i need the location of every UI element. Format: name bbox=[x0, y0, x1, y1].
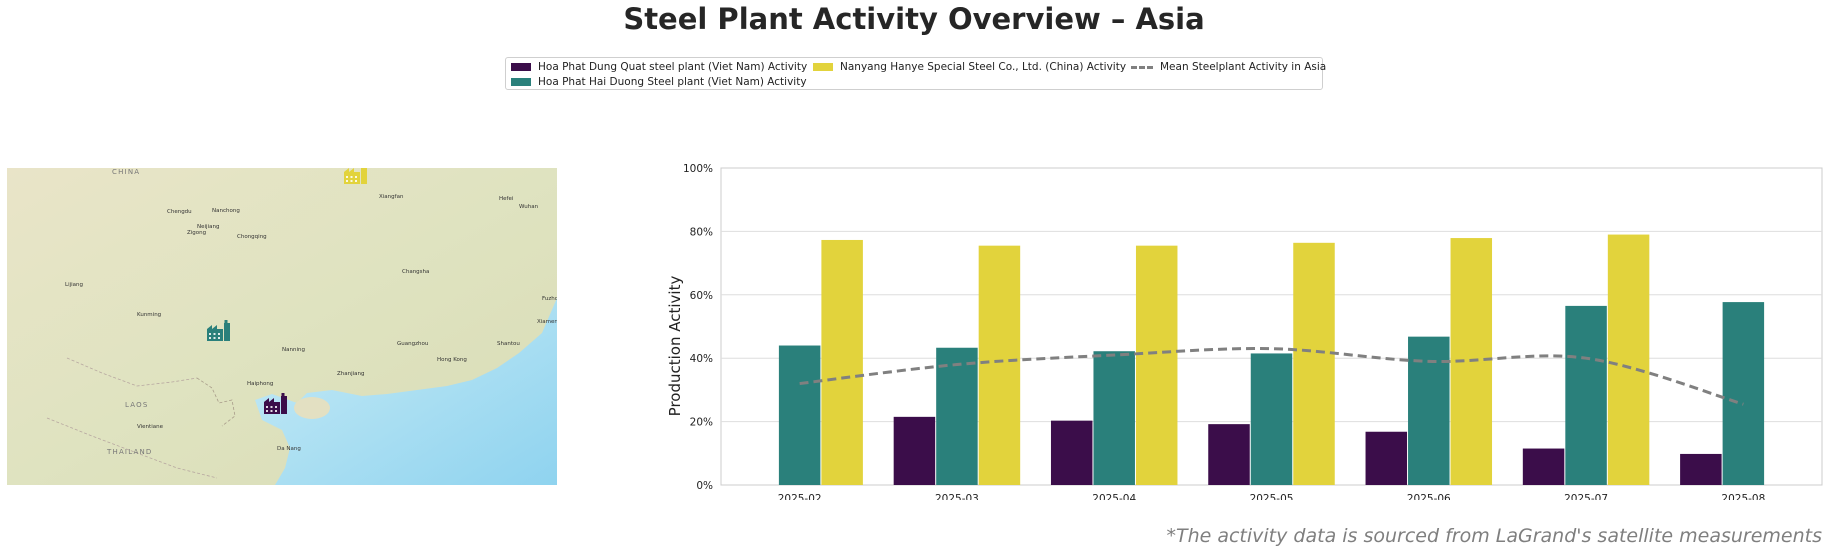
chart-title: Steel Plant Activity Overview – Asia bbox=[623, 2, 1205, 36]
map-label: LAOS bbox=[125, 401, 148, 409]
x-tick-label: 2025-06 bbox=[1407, 493, 1451, 500]
map-label: Zhanjiang bbox=[337, 371, 365, 377]
bar bbox=[1680, 453, 1722, 485]
bar bbox=[1135, 245, 1178, 485]
legend-swatch-hai-duong bbox=[511, 78, 531, 86]
map-label: Chongqing bbox=[237, 234, 267, 240]
hainan-island bbox=[294, 397, 330, 419]
bar bbox=[1607, 234, 1650, 485]
asia-map: CHINA Chengdu Nanchong Neijiang Zigong Chongq… bbox=[7, 168, 557, 485]
legend-item-nanyang: Nanyang Hanye Special Steel Co., Ltd. (C… bbox=[813, 61, 1126, 73]
y-tick-label: 60% bbox=[690, 290, 713, 302]
legend-swatch-dung-quat bbox=[511, 63, 531, 71]
map-label: Fuzhou bbox=[542, 296, 557, 302]
x-tick-label: 2025-08 bbox=[1721, 493, 1765, 500]
factory-icon[interactable] bbox=[264, 393, 287, 414]
x-tick-label: 2025-04 bbox=[1092, 493, 1136, 500]
x-tick-label: 2025-02 bbox=[778, 493, 822, 500]
bar bbox=[1293, 242, 1335, 485]
x-tick-label: 2025-05 bbox=[1250, 493, 1294, 500]
map-label: Vientiane bbox=[137, 424, 164, 430]
map-label: Xiamen bbox=[537, 319, 557, 325]
legend-label-hai-duong: Hoa Phat Hai Duong Steel plant (Viet Nam… bbox=[538, 76, 807, 88]
map-label: Changsha bbox=[402, 269, 429, 275]
map-label: Hong Kong bbox=[437, 357, 467, 363]
map-label: Da Nang bbox=[277, 446, 301, 452]
x-tick-label: 2025-03 bbox=[935, 493, 979, 500]
y-tick-label: 20% bbox=[690, 417, 713, 429]
legend-item-mean: Mean Steelplant Activity in Asia bbox=[1131, 61, 1326, 73]
map-label: Xiangfan bbox=[379, 194, 404, 200]
map-sea bbox=[255, 298, 557, 485]
bar bbox=[1365, 431, 1408, 485]
legend-item-dung-quat: Hoa Phat Dung Quat steel plant (Viet Nam… bbox=[511, 61, 807, 73]
legend-label-mean: Mean Steelplant Activity in Asia bbox=[1160, 61, 1327, 73]
bar bbox=[936, 347, 978, 485]
legend-label-nanyang: Nanyang Hanye Special Steel Co., Ltd. (C… bbox=[840, 61, 1127, 73]
bar bbox=[893, 416, 936, 485]
y-tick-label: 40% bbox=[690, 353, 713, 365]
map-label: Neijiang bbox=[197, 224, 219, 230]
factory-icon[interactable] bbox=[344, 168, 367, 184]
map-label: Wuhan bbox=[519, 204, 539, 210]
bar bbox=[1408, 336, 1450, 485]
x-tick-label: 2025-07 bbox=[1564, 493, 1608, 500]
bar bbox=[821, 239, 863, 485]
y-axis-label: Production Activity bbox=[666, 276, 684, 417]
factory-icon[interactable] bbox=[207, 320, 230, 341]
map-label: CHINA bbox=[112, 168, 140, 176]
map-label: Hefei bbox=[499, 196, 514, 202]
bar-chart: 0% 20% 40% 60% 80% 100% 2025-02 2025-03 2025-04 2… bbox=[666, 163, 1823, 500]
bar bbox=[1208, 424, 1250, 485]
map-label: Shantou bbox=[497, 341, 520, 347]
map-label: THAILAND bbox=[106, 448, 152, 456]
legend-swatch-nanyang bbox=[813, 63, 833, 71]
map-label: Zigong bbox=[187, 230, 206, 236]
map-label: Kunming bbox=[137, 312, 161, 318]
bar bbox=[778, 345, 821, 485]
mean-activity-line bbox=[799, 347, 1744, 406]
bar bbox=[1093, 351, 1135, 485]
y-tick-label: 100% bbox=[683, 163, 713, 175]
map-label: Chengdu bbox=[167, 209, 192, 215]
bar bbox=[1050, 420, 1093, 485]
y-tick-label: 0% bbox=[696, 480, 713, 492]
bar bbox=[1250, 353, 1293, 485]
bar bbox=[1722, 302, 1765, 485]
map-label: Haiphong bbox=[247, 381, 273, 387]
legend-dash-mean bbox=[1131, 65, 1153, 69]
footnote: *The activity data is sourced from LaGra… bbox=[1166, 525, 1822, 547]
legend-label-dung-quat: Hoa Phat Dung Quat steel plant (Viet Nam… bbox=[538, 61, 808, 73]
legend: Hoa Phat Dung Quat steel plant (Viet Nam… bbox=[505, 57, 1326, 90]
bar bbox=[1522, 448, 1565, 485]
map-label: Nanning bbox=[282, 347, 305, 353]
map-label: Nanchong bbox=[212, 208, 240, 214]
y-tick-label: 80% bbox=[690, 226, 713, 238]
legend-item-hai-duong: Hoa Phat Hai Duong Steel plant (Viet Nam… bbox=[511, 76, 807, 88]
map-label: Lijiang bbox=[65, 282, 83, 288]
bar bbox=[1565, 305, 1607, 485]
map-label: Guangzhou bbox=[397, 341, 428, 347]
bar bbox=[978, 245, 1021, 485]
